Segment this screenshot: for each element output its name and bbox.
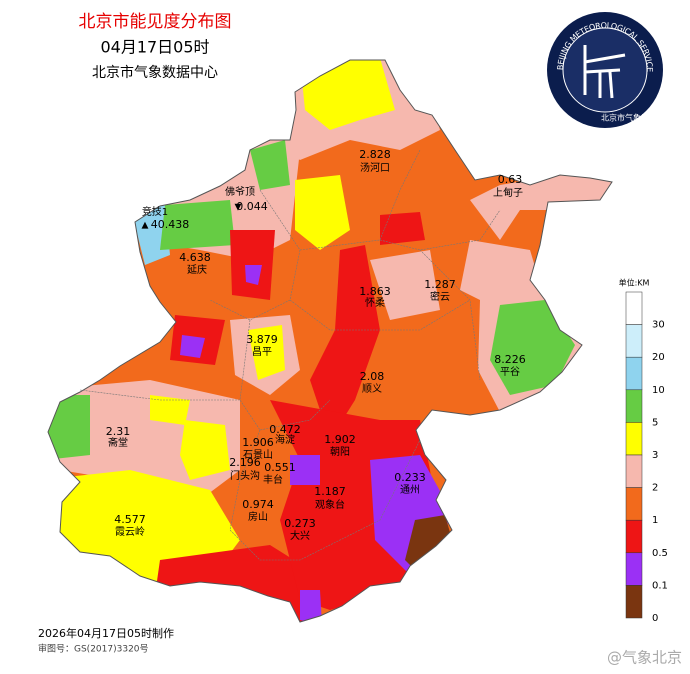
station-name: 怀柔 bbox=[365, 297, 385, 309]
legend-swatch bbox=[625, 356, 643, 391]
station-name: 斋堂 bbox=[108, 436, 128, 449]
station-name: 通州 bbox=[400, 484, 420, 496]
legend-label: 5 bbox=[652, 417, 658, 428]
station-name: 大兴 bbox=[290, 529, 310, 542]
station-name: 汤河口 bbox=[360, 161, 390, 174]
station-value: 0.472 bbox=[269, 423, 301, 436]
legend: 30 20 10 5 3 2 1 0.5 0.1 0 bbox=[625, 291, 668, 624]
station-name: 昌平 bbox=[252, 346, 272, 358]
station-name: 竞技1 bbox=[142, 205, 168, 218]
station-name: 朝阳 bbox=[330, 446, 350, 458]
station-value: 4.577 bbox=[114, 513, 146, 526]
station-value: 2.196 bbox=[229, 456, 261, 469]
station-value: 0.974 bbox=[242, 498, 274, 511]
station-name: 平谷 bbox=[500, 366, 520, 378]
station-value: 1.863 bbox=[359, 285, 391, 298]
legend-swatch bbox=[625, 487, 643, 521]
station-value: 0.63 bbox=[498, 173, 523, 186]
watermark: @气象北京 bbox=[607, 649, 682, 667]
station-value: 0.273 bbox=[284, 517, 316, 530]
station-value: 40.438 bbox=[151, 218, 190, 231]
footer-approval: 审图号：GS(2017)3320号 bbox=[38, 643, 149, 655]
legend-label: 3 bbox=[652, 450, 658, 461]
station-value: 1.287 bbox=[424, 278, 456, 291]
station-value: 2.08 bbox=[360, 370, 385, 383]
station-value: 0.233 bbox=[394, 471, 426, 484]
legend-label: 0.1 bbox=[652, 580, 668, 591]
legend-label: 30 bbox=[652, 320, 665, 331]
legend-unit: 单位:KM bbox=[619, 278, 650, 288]
legend-label: 0.5 bbox=[652, 548, 668, 559]
map-time: 04月17日05时 bbox=[100, 38, 209, 57]
station-name: 密云 bbox=[430, 290, 450, 303]
station-value: 8.226 bbox=[494, 353, 526, 366]
legend-label: 1 bbox=[652, 515, 658, 526]
station-name: 房山 bbox=[248, 510, 268, 523]
station-name: 延庆 bbox=[187, 263, 207, 276]
station-name: 观象台 bbox=[315, 498, 345, 511]
station-name: 顺义 bbox=[362, 383, 382, 395]
legend-swatch bbox=[625, 291, 643, 325]
legend-swatch bbox=[625, 422, 643, 456]
station-value: 1.902 bbox=[324, 433, 356, 446]
legend-swatch bbox=[625, 585, 643, 619]
station-value: 4.638 bbox=[179, 251, 211, 264]
station-value: 1.906 bbox=[242, 436, 274, 449]
station-value: 3.879 bbox=[246, 333, 278, 346]
map-title: 北京市能见度分布图 bbox=[79, 12, 232, 32]
station-name: 海淀 bbox=[275, 433, 295, 446]
map-org: 北京市气象数据中心 bbox=[92, 64, 218, 81]
station-name: 佛爷顶 bbox=[225, 185, 255, 198]
legend-label: 2 bbox=[652, 483, 658, 494]
station-name: 上甸子 bbox=[493, 186, 523, 199]
station-value: 2.828 bbox=[359, 148, 391, 161]
footer-made: 2026年04月17日05时制作 bbox=[38, 626, 174, 640]
legend-label: 0 bbox=[652, 613, 658, 624]
legend-swatch bbox=[625, 519, 643, 554]
district-borders bbox=[79, 149, 501, 561]
legend-swatch bbox=[625, 389, 643, 423]
station-value: 1.187 bbox=[314, 485, 346, 498]
station-name: 丰台 bbox=[263, 473, 283, 486]
station-value: 0.551 bbox=[264, 461, 296, 474]
station-icon: ▲ bbox=[142, 221, 149, 231]
station-value: 0.044 bbox=[236, 200, 268, 213]
legend-swatch bbox=[625, 454, 643, 488]
logo: BEIJING METEOROLOGICAL SERVICE 北京市气象局 bbox=[547, 12, 663, 128]
station-name: 石景山 bbox=[243, 449, 273, 461]
station-icon: ▼ bbox=[235, 203, 242, 213]
logo-name: 北京市气象局 bbox=[601, 113, 649, 123]
station-value: 2.31 bbox=[106, 425, 131, 438]
legend-swatch bbox=[625, 324, 643, 358]
legend-label: 10 bbox=[652, 385, 665, 396]
legend-label: 20 bbox=[652, 352, 665, 363]
legend-swatch bbox=[625, 552, 643, 586]
station-name: 霞云岭 bbox=[115, 525, 145, 538]
station-name: 门头沟 bbox=[230, 469, 260, 482]
